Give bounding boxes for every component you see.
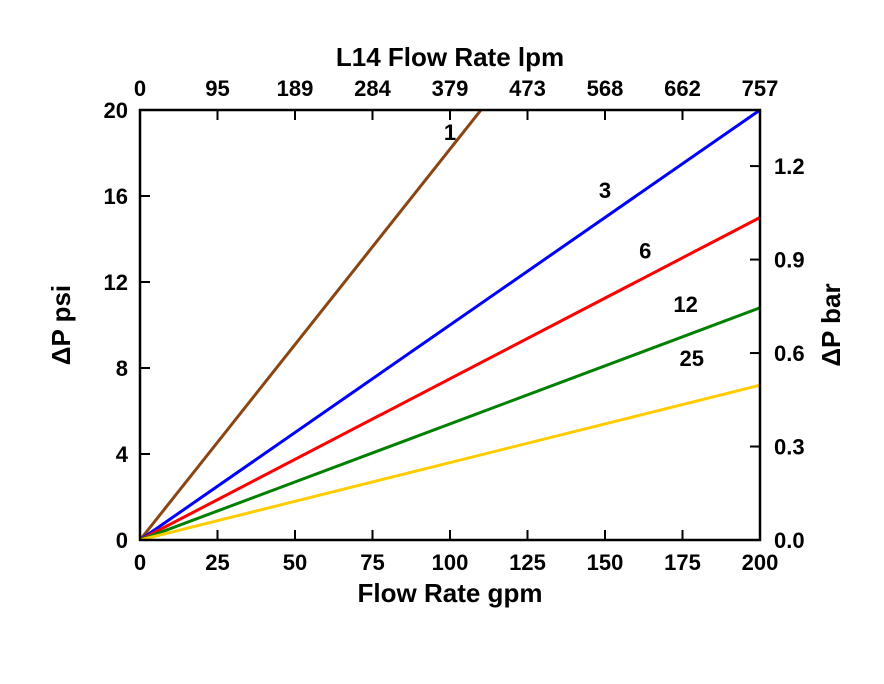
x-top-title: L14 Flow Rate lpm <box>336 42 564 72</box>
y-right-tick-label: 0.0 <box>774 528 805 553</box>
y-left-title: ΔP psi <box>46 285 76 365</box>
y-left-tick-label: 0 <box>116 528 128 553</box>
y-left-tick-label: 20 <box>104 98 128 123</box>
x-top-tick-label: 757 <box>742 76 779 101</box>
y-right-tick-label: 0.6 <box>774 341 805 366</box>
y-right-tick-label: 1.2 <box>774 154 805 179</box>
x-bottom-tick-label: 75 <box>360 550 384 575</box>
x-bottom-title: Flow Rate gpm <box>358 578 543 608</box>
x-top-tick-label: 662 <box>664 76 701 101</box>
series-label-12: 12 <box>673 292 697 317</box>
series-label-25: 25 <box>680 346 704 371</box>
x-top-tick-label: 379 <box>432 76 469 101</box>
pressure-flow-chart: 0255075100125150175200Flow Rate gpm09518… <box>0 0 884 684</box>
x-top-tick-label: 95 <box>205 76 229 101</box>
x-top-tick-label: 568 <box>587 76 624 101</box>
x-bottom-tick-label: 175 <box>664 550 701 575</box>
y-left-tick-label: 16 <box>104 184 128 209</box>
series-label-3: 3 <box>599 178 611 203</box>
x-top-tick-label: 473 <box>509 76 546 101</box>
x-bottom-tick-label: 150 <box>587 550 624 575</box>
y-right-tick-label: 0.3 <box>774 435 805 460</box>
x-bottom-tick-label: 100 <box>432 550 469 575</box>
y-left-tick-label: 4 <box>116 442 129 467</box>
y-left-tick-label: 8 <box>116 356 128 381</box>
y-right-title: ΔP bar <box>816 283 846 366</box>
chart-container: 0255075100125150175200Flow Rate gpm09518… <box>0 0 884 684</box>
x-bottom-tick-label: 125 <box>509 550 546 575</box>
series-label-1: 1 <box>444 120 456 145</box>
series-label-6: 6 <box>639 238 651 263</box>
y-left-tick-label: 12 <box>104 270 128 295</box>
x-bottom-tick-label: 25 <box>205 550 229 575</box>
x-top-tick-label: 284 <box>354 76 391 101</box>
x-bottom-tick-label: 200 <box>742 550 779 575</box>
x-top-tick-label: 0 <box>134 76 146 101</box>
x-top-tick-label: 189 <box>277 76 314 101</box>
x-bottom-tick-label: 50 <box>283 550 307 575</box>
y-right-tick-label: 0.9 <box>774 248 805 273</box>
x-bottom-tick-label: 0 <box>134 550 146 575</box>
